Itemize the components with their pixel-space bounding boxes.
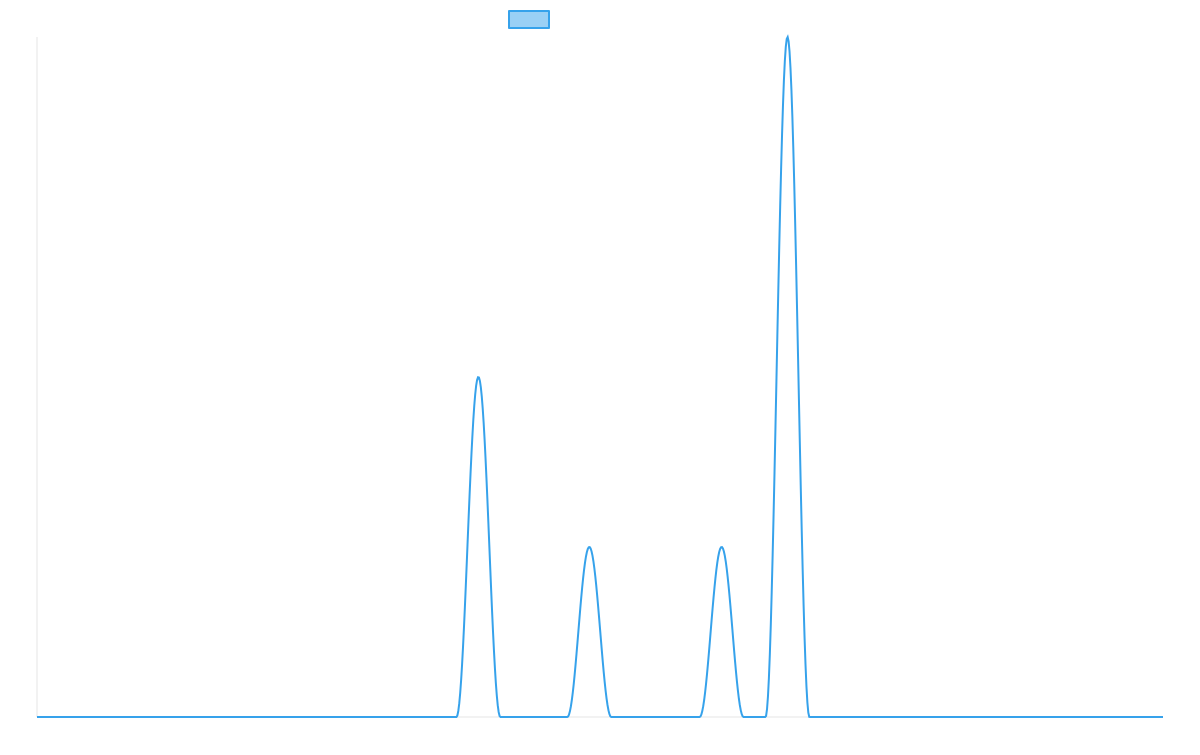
legend-swatch[interactable]	[508, 10, 550, 29]
data-point-peak-3[interactable]	[719, 544, 725, 550]
data-point-peak-2[interactable]	[586, 544, 592, 550]
series-line	[37, 34, 1163, 718]
data-point-peak-1[interactable]	[475, 374, 481, 380]
data-point-peak-4[interactable]	[784, 34, 790, 40]
